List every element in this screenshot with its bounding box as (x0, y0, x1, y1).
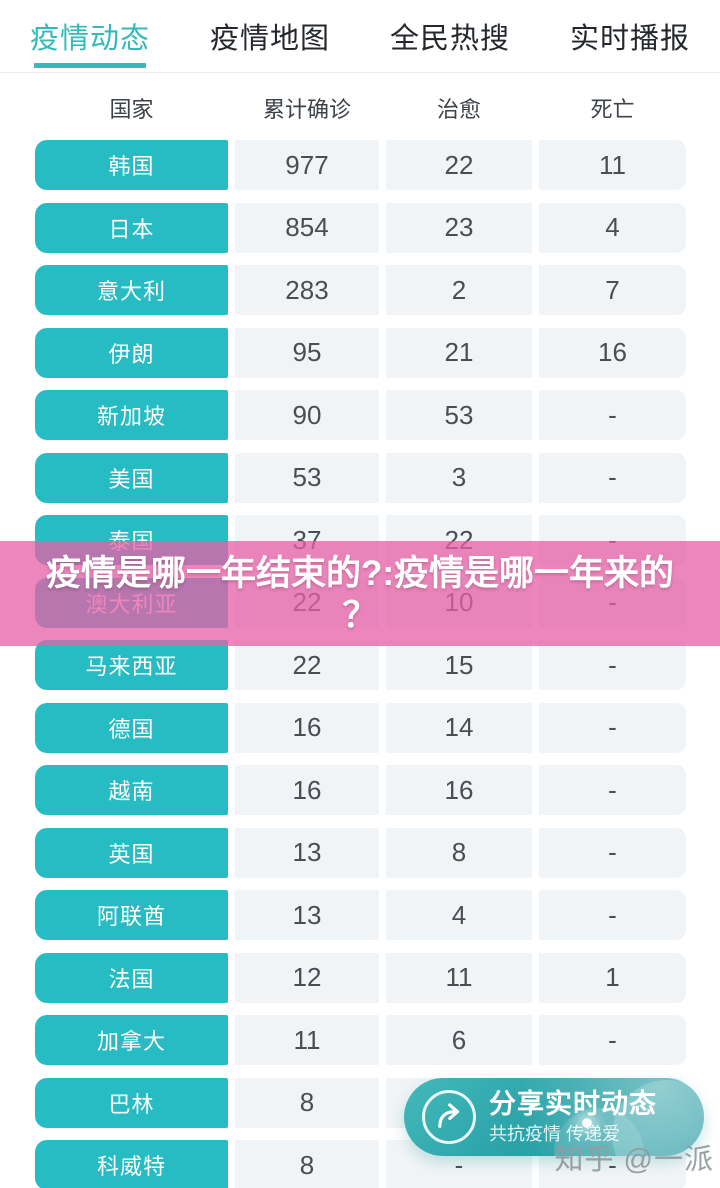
cured-cell: 15 (386, 640, 532, 690)
confirmed-cell: 13 (235, 827, 379, 878)
table-row[interactable]: 新加坡 90 53 - (0, 390, 720, 440)
header-deaths: 死亡 (590, 97, 635, 122)
table-header-row: 国家 累计确诊 治愈 死亡 (0, 86, 720, 130)
country-cell: 德国 (35, 702, 228, 753)
confirmed-cell: 11 (235, 1015, 379, 1065)
cured-cell: 11 (386, 952, 532, 1003)
deaths-cell: - (539, 702, 686, 753)
deaths-cell: - (539, 827, 686, 878)
country-cell: 美国 (35, 452, 228, 503)
table-row[interactable]: 美国 53 3 - (0, 452, 720, 503)
cured-cell: 14 (386, 702, 532, 753)
deaths-cell: 7 (539, 265, 686, 315)
table-row[interactable]: 越南 16 16 - (0, 765, 720, 815)
country-cell: 新加坡 (35, 390, 228, 440)
deaths-cell: - (539, 890, 686, 940)
share-button-texts: 分享实时动态 共抗疫情 传递爱 (489, 1088, 657, 1146)
country-cell: 伊朗 (35, 327, 228, 378)
cured-cell: 6 (386, 1015, 532, 1065)
table-row[interactable]: 马来西亚 22 15 - (0, 640, 720, 690)
cured-cell: 4 (386, 890, 532, 940)
deaths-cell: 16 (539, 327, 686, 378)
active-tab-underline (34, 63, 146, 68)
cured-cell: 22 (386, 140, 532, 190)
tab-label: 实时播报 (569, 23, 690, 55)
share-arrow-icon (438, 1103, 460, 1128)
confirmed-cell: 8 (235, 1077, 379, 1128)
share-live-updates-button[interactable]: 分享实时动态 共抗疫情 传递爱 (404, 1078, 704, 1156)
deaths-cell: - (539, 390, 686, 440)
table-row[interactable]: 意大利 283 2 7 (0, 265, 720, 315)
confirmed-cell: 13 (235, 890, 379, 940)
top-tab-bar: 疫情动态 疫情地图 全民热搜 实时播报 (0, 0, 720, 73)
country-cell: 越南 (35, 765, 228, 815)
tab-epidemic-updates[interactable]: 疫情动态 (0, 0, 180, 72)
deaths-cell: - (539, 765, 686, 815)
deaths-cell: - (539, 640, 686, 690)
table-row[interactable]: 阿联酋 13 4 - (0, 890, 720, 940)
cured-cell: 2 (386, 265, 532, 315)
country-cell: 阿联酋 (35, 890, 228, 940)
table-row[interactable]: 日本 854 23 4 (0, 202, 720, 253)
cured-cell: 53 (386, 390, 532, 440)
confirmed-cell: 12 (235, 952, 379, 1003)
overlay-question-text: 疫情是哪一年结束的?:疫情是哪一年来的 (45, 553, 675, 593)
cured-cell: 16 (386, 765, 532, 815)
country-cell: 日本 (35, 202, 228, 253)
country-cell: 英国 (35, 827, 228, 878)
question-overlay-banner: 疫情是哪一年结束的?:疫情是哪一年来的 ？ (0, 541, 720, 646)
table-row[interactable]: 德国 16 14 - (0, 702, 720, 753)
share-button-title: 分享实时动态 (489, 1089, 657, 1119)
header-confirmed: 累计确诊 (262, 97, 351, 122)
cured-cell: 23 (386, 202, 532, 253)
tab-label: 疫情地图 (209, 23, 330, 55)
country-cell: 加拿大 (35, 1015, 228, 1065)
confirmed-cell: 22 (235, 640, 379, 690)
deaths-cell: - (539, 1015, 686, 1065)
deaths-cell: - (539, 452, 686, 503)
cured-cell: 8 (386, 827, 532, 878)
confirmed-cell: 977 (235, 140, 379, 190)
deaths-cell: 1 (539, 952, 686, 1003)
table-row[interactable]: 韩国 977 22 11 (0, 140, 720, 190)
table-row[interactable]: 英国 13 8 - (0, 827, 720, 878)
tab-label: 全民热搜 (389, 23, 510, 55)
country-cell: 巴林 (35, 1077, 228, 1128)
confirmed-cell: 90 (235, 390, 379, 440)
tab-hot-searches[interactable]: 全民热搜 (360, 0, 540, 72)
country-cell: 马来西亚 (35, 640, 228, 690)
share-button-subtitle: 共抗疫情 传递爱 (489, 1124, 621, 1144)
tab-epidemic-map[interactable]: 疫情地图 (180, 0, 360, 72)
table-body: 韩国 977 22 11 日本 854 23 4 意大利 283 2 7 伊朗 … (0, 140, 720, 1188)
country-cell: 韩国 (35, 140, 228, 190)
table-row[interactable]: 法国 12 11 1 (0, 952, 720, 1003)
confirmed-cell: 53 (235, 452, 379, 503)
country-cell: 法国 (35, 952, 228, 1003)
header-cured: 治愈 (436, 97, 481, 122)
confirmed-cell: 8 (235, 1140, 379, 1188)
zhihu-watermark: 知乎 @一派 (554, 1144, 714, 1176)
header-country: 国家 (109, 97, 154, 122)
confirmed-cell: 16 (235, 702, 379, 753)
cured-cell: 21 (386, 327, 532, 378)
deaths-cell: 4 (539, 202, 686, 253)
country-cell: 科威特 (35, 1140, 228, 1188)
confirmed-cell: 283 (235, 265, 379, 315)
table-row[interactable]: 加拿大 11 6 - (0, 1015, 720, 1065)
country-cell: 意大利 (35, 265, 228, 315)
cured-cell: 3 (386, 452, 532, 503)
table-row[interactable]: 伊朗 95 21 16 (0, 327, 720, 378)
overlay-question-mark: ？ (342, 595, 378, 635)
share-icon-circle (422, 1090, 476, 1144)
confirmed-cell: 854 (235, 202, 379, 253)
tab-label: 疫情动态 (29, 23, 150, 55)
tab-live-broadcast[interactable]: 实时播报 (540, 0, 720, 72)
deaths-cell: 11 (539, 140, 686, 190)
confirmed-cell: 16 (235, 765, 379, 815)
confirmed-cell: 95 (235, 327, 379, 378)
